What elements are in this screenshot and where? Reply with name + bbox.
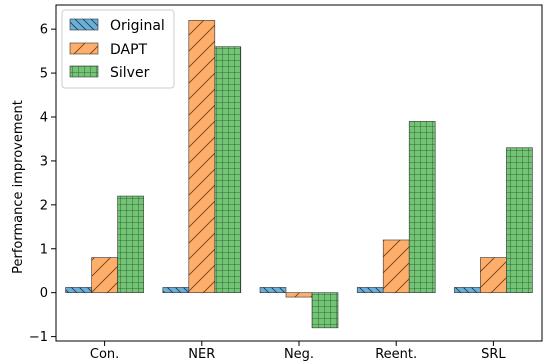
x-axis: Con. NER Neg. Reent. SRL [90,341,506,362]
y-tick-label: 1 [40,242,48,257]
y-tick-label: 2 [40,198,48,213]
legend-item-silver: Silver [69,65,150,81]
x-tick-label: NER [188,347,215,362]
x-tick-label: Neg. [284,347,314,362]
bar-silver-srl [506,147,533,293]
bar-silver-reent [408,121,436,293]
bar-dapt-con [91,257,118,293]
bar-silver-neg [311,292,339,329]
bar-dapt-reent [382,239,410,293]
y-tick-label: 0 [40,286,48,301]
y-tick-label: 3 [40,154,48,169]
legend: Original DAPT Silver [61,9,175,89]
y-axis-label: Performance improvement [11,100,26,274]
bar-dapt-ner [188,20,216,293]
plot-area: −1 0 1 2 3 4 5 6 Con. NER Neg. Reent. SRL [29,4,543,362]
bar-silver-ner [214,46,242,293]
bar-original-ner [162,287,190,293]
legend-label-silver: Silver [110,65,150,81]
y-axis: −1 0 1 2 3 4 5 6 [29,23,56,345]
legend-swatch-original [69,18,99,31]
legend-label-dapt: DAPT [110,42,148,58]
legend-item-original: Original [69,18,165,34]
legend-swatch-silver [69,65,99,78]
bar-original-con [65,287,92,293]
legend-swatch-dapt [69,42,99,55]
bar-dapt-neg [285,292,313,298]
bar-dapt-srl [480,257,507,293]
bars [65,20,533,329]
y-tick-label: 4 [40,111,48,126]
y-tick-label: 6 [40,23,48,38]
x-tick-label: Reent. [375,347,417,362]
x-tick-label: Con. [90,347,119,362]
bar-original-srl [454,287,481,293]
legend-label-original: Original [110,18,165,34]
legend-item-dapt: DAPT [69,42,148,58]
bar-silver-con [117,195,144,293]
y-tick-label: 5 [40,67,48,82]
bar-original-neg [259,287,287,293]
bar-original-reent [356,287,384,293]
y-tick-label: −1 [29,330,48,345]
x-tick-label: SRL [481,347,506,362]
